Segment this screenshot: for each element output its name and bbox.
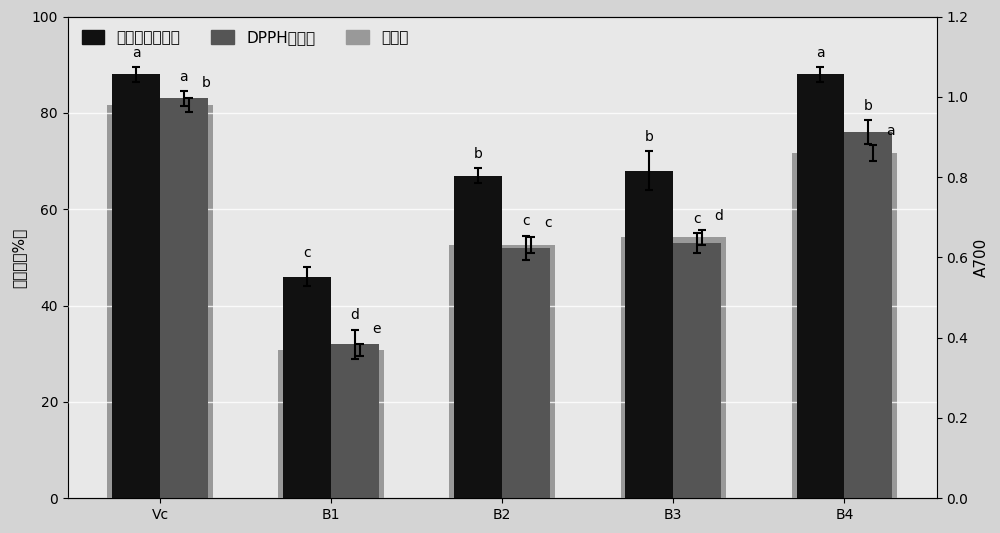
Legend: 羟自由基清除率, DPPH清除率, 还原力: 羟自由基清除率, DPPH清除率, 还原力 [75, 24, 415, 52]
Text: d: d [351, 309, 359, 322]
Bar [797, 75, 844, 498]
Text: d: d [715, 209, 724, 223]
Bar [278, 350, 384, 498]
Text: c: c [693, 212, 701, 226]
Bar [792, 153, 897, 498]
Bar [112, 75, 160, 498]
Bar [673, 243, 721, 498]
Text: a: a [180, 70, 188, 84]
Y-axis label: 清除率（%）: 清除率（%） [11, 227, 26, 287]
Bar [844, 132, 892, 498]
Bar [449, 245, 555, 498]
Bar [625, 171, 673, 498]
Text: a: a [816, 46, 825, 60]
Bar [502, 248, 550, 498]
Text: b: b [201, 76, 210, 91]
Bar [283, 277, 331, 498]
Y-axis label: A700: A700 [974, 238, 989, 277]
Text: a: a [132, 46, 140, 60]
Text: c: c [544, 216, 552, 230]
Text: b: b [474, 147, 483, 161]
Text: b: b [864, 99, 873, 113]
Text: e: e [373, 322, 381, 336]
Text: b: b [645, 130, 654, 144]
Text: c: c [303, 246, 311, 260]
Bar [160, 99, 208, 498]
Text: a: a [886, 124, 895, 138]
Bar [621, 237, 726, 498]
Bar [331, 344, 379, 498]
Text: c: c [522, 214, 530, 229]
Bar [107, 105, 213, 498]
Bar [454, 175, 502, 498]
